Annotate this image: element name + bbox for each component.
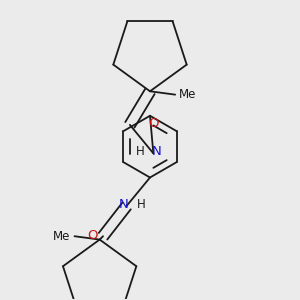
Text: Me: Me bbox=[53, 230, 70, 243]
Text: H: H bbox=[136, 198, 145, 211]
Text: O: O bbox=[148, 117, 159, 130]
Text: N: N bbox=[152, 145, 161, 158]
Text: O: O bbox=[88, 229, 98, 242]
Text: Me: Me bbox=[179, 88, 196, 101]
Text: N: N bbox=[118, 198, 128, 211]
Text: H: H bbox=[136, 145, 145, 158]
